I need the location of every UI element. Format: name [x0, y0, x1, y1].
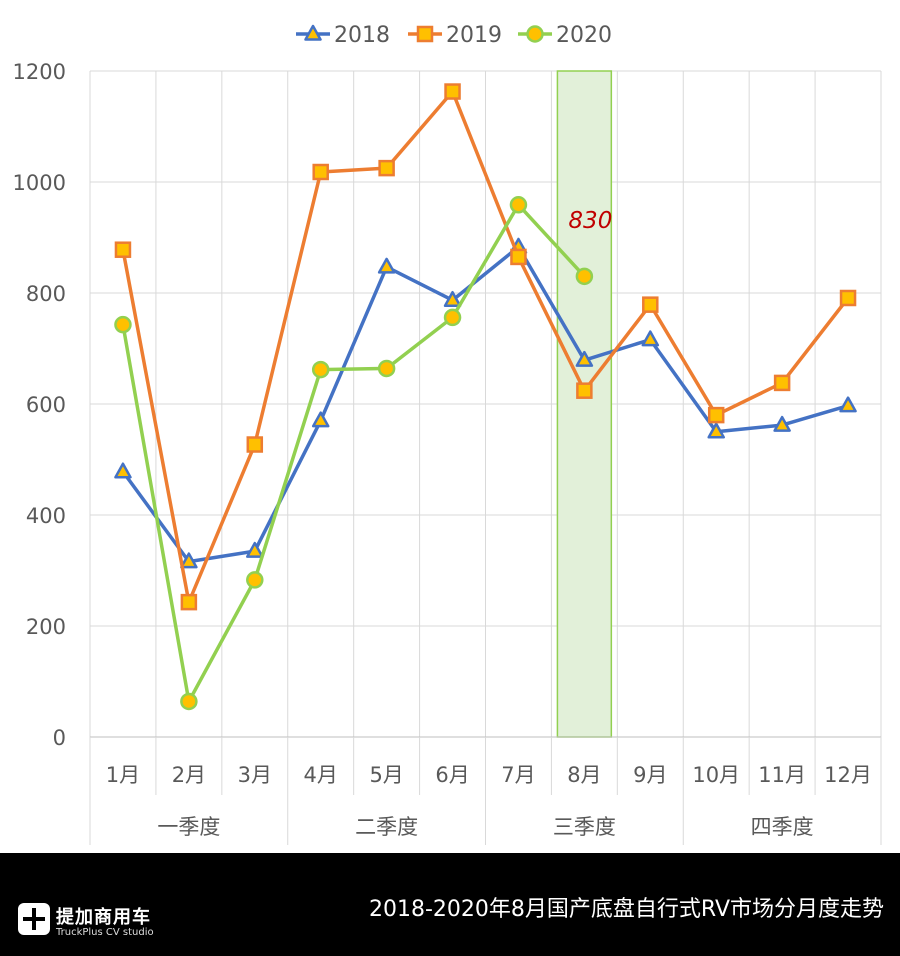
point-marker [443, 290, 462, 307]
point-marker [642, 296, 659, 313]
point-marker [509, 196, 528, 214]
x-tick-label: 2月 [172, 763, 206, 787]
point-marker [114, 315, 132, 334]
point-marker [773, 415, 791, 432]
point-marker [575, 267, 594, 286]
point-marker [444, 83, 461, 100]
x-tick-label: 6月 [435, 763, 469, 787]
point-marker [377, 257, 396, 274]
point-marker [311, 411, 330, 428]
point-marker [312, 163, 329, 181]
point-marker [377, 359, 396, 378]
x-tick-label: 12月 [824, 763, 872, 787]
point-marker [526, 25, 544, 43]
series-line-2020 [121, 203, 587, 704]
x-tick-label: 4月 [304, 763, 338, 787]
y-tick-label: 1200 [13, 60, 66, 84]
point-marker [180, 552, 198, 569]
x-tick-label: 9月 [633, 763, 667, 787]
x-tick-label: 8月 [567, 763, 601, 787]
y-tick-label: 400 [26, 504, 66, 528]
point-marker [839, 396, 857, 413]
series-line-2018 [121, 245, 850, 564]
point-marker [246, 541, 264, 558]
point-marker [378, 159, 395, 177]
legend-label-2019: 2019 [446, 23, 502, 48]
point-marker [311, 360, 330, 379]
x-tick-label: 3月 [238, 763, 272, 787]
point-marker [180, 593, 198, 611]
point-marker [641, 330, 660, 347]
group-label: 一季度 [157, 815, 220, 839]
y-tick-label: 600 [26, 393, 66, 417]
x-tick-label: 11月 [758, 763, 806, 787]
group-label: 四季度 [751, 815, 814, 839]
chart-caption: 2018-2020年8月国产底盘自行式RV市场分月度走势 [368, 897, 884, 922]
x-tick-label: 10月 [692, 763, 740, 787]
point-marker [114, 462, 132, 479]
point-marker [707, 422, 725, 439]
point-marker [246, 436, 264, 453]
legend-label-2020: 2020 [556, 23, 612, 48]
y-tick-label: 800 [26, 282, 66, 306]
axes: 0 200 400 600 800 1000 1200 1月 2月 3月 4月 5月 6月 7月 8月 9月 1… [13, 60, 882, 845]
highlight-rect [556, 70, 613, 738]
group-label: 二季度 [355, 815, 418, 839]
brand-name: 提加商用车 [56, 907, 151, 928]
point-marker [443, 308, 462, 327]
x-tick-label: 1月 [106, 763, 140, 787]
x-tick-label: 7月 [501, 763, 535, 787]
point-marker [416, 25, 434, 43]
legend-label-2018: 2018 [334, 23, 390, 48]
x-tick-label: 5月 [369, 763, 403, 787]
point-marker [707, 406, 725, 424]
point-marker [510, 248, 527, 266]
series-line-2019 [121, 89, 850, 604]
annotations: 830 [568, 208, 612, 234]
point-marker [114, 241, 132, 258]
point-marker [773, 374, 791, 392]
group-label: 三季度 [553, 815, 616, 839]
point-marker [180, 692, 198, 711]
grid [89, 70, 882, 738]
point-marker [304, 24, 322, 41]
y-tick-label: 0 [53, 726, 66, 750]
point-marker [576, 382, 593, 399]
legend: 2018 2019 2020 [296, 23, 612, 48]
highlight-band [556, 70, 613, 738]
series [114, 83, 857, 711]
y-tick-label: 200 [26, 615, 66, 639]
data-annotation: 830 [568, 208, 612, 234]
point-marker [246, 571, 264, 589]
footer-bar: 提加商用车 TruckPlus CV studio 2018-2020年8月国产… [0, 853, 900, 956]
brand-subtitle: TruckPlus CV studio [56, 927, 154, 938]
line-chart: 0 200 400 600 800 1000 1200 1月 2月 3月 4月 5月 6月 7月 8月 9月 1… [13, 23, 882, 845]
point-marker [575, 350, 594, 367]
brand-logo-icon [18, 903, 50, 935]
point-marker [839, 289, 857, 307]
y-tick-label: 1000 [13, 171, 66, 195]
